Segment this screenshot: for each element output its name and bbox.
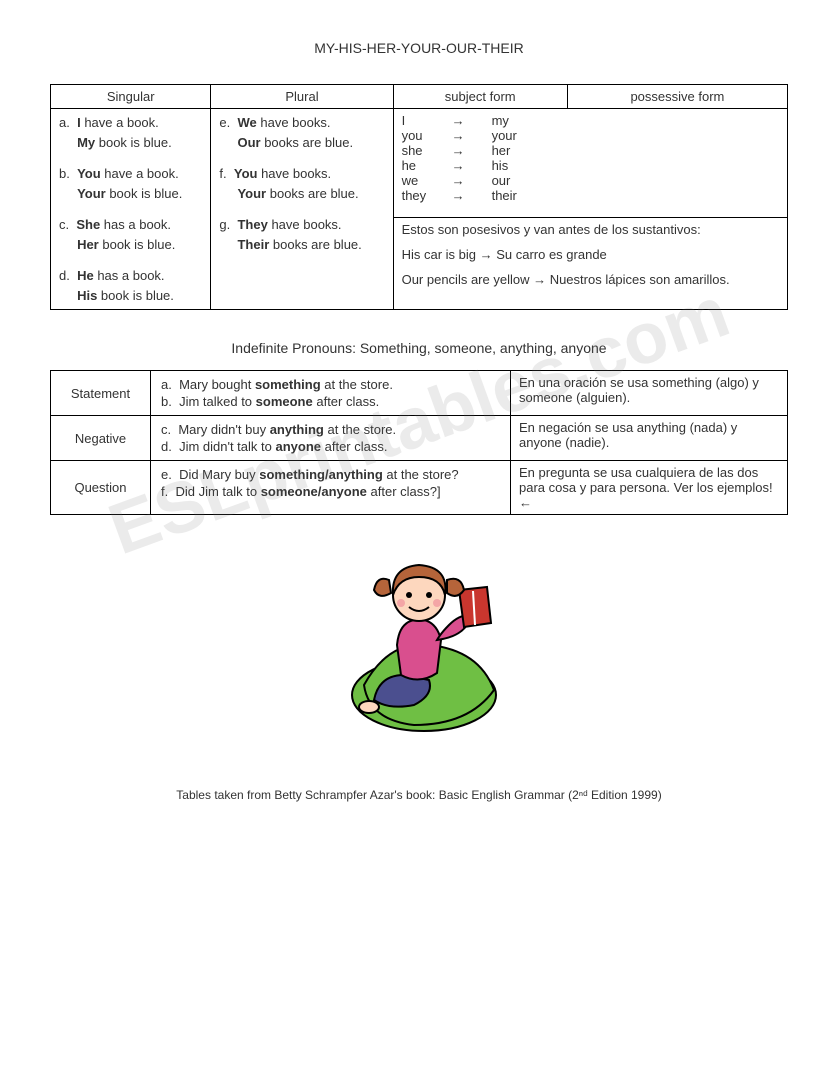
t2-examples: c. Mary didn't buy anything at the store… [151, 416, 511, 461]
t2-label: Statement [51, 371, 151, 416]
col-subject: subject form [393, 85, 567, 109]
t2-explain: En pregunta se usa cualquiera de las dos… [511, 461, 788, 515]
col-singular: Singular [51, 85, 211, 109]
pronoun-map-cell: I→myyou→yourshe→herhe→hiswe→ourthey→thei… [393, 109, 787, 218]
col-possessive: possessive form [567, 85, 787, 109]
indefinite-table: Statement a. Mary bought something at th… [50, 370, 788, 515]
girl-reading-icon [319, 545, 519, 735]
singular-cell: a. I have a book. My book is blue. b. Yo… [51, 109, 211, 310]
section-title-indefinite: Indefinite Pronouns: Something, someone,… [50, 340, 788, 356]
plural-cell: e. We have books. Our books are blue. f.… [211, 109, 393, 310]
illustration [50, 545, 788, 738]
notes-cell: Estos son posesivos y van antes de los s… [393, 217, 787, 309]
t2-label: Negative [51, 416, 151, 461]
t2-label: Question [51, 461, 151, 515]
t2-explain: En negación se usa anything (nada) y any… [511, 416, 788, 461]
t2-examples: e. Did Mary buy something/anything at th… [151, 461, 511, 515]
page-title: MY-HIS-HER-YOUR-OUR-THEIR [50, 40, 788, 56]
t2-examples: a. Mary bought something at the store.b.… [151, 371, 511, 416]
t2-explain: En una oración se usa something (algo) y… [511, 371, 788, 416]
footer-citation: Tables taken from Betty Schrampfer Azar'… [50, 788, 788, 802]
possessives-table: Singular Plural subject form possessive … [50, 84, 788, 310]
col-plural: Plural [211, 85, 393, 109]
